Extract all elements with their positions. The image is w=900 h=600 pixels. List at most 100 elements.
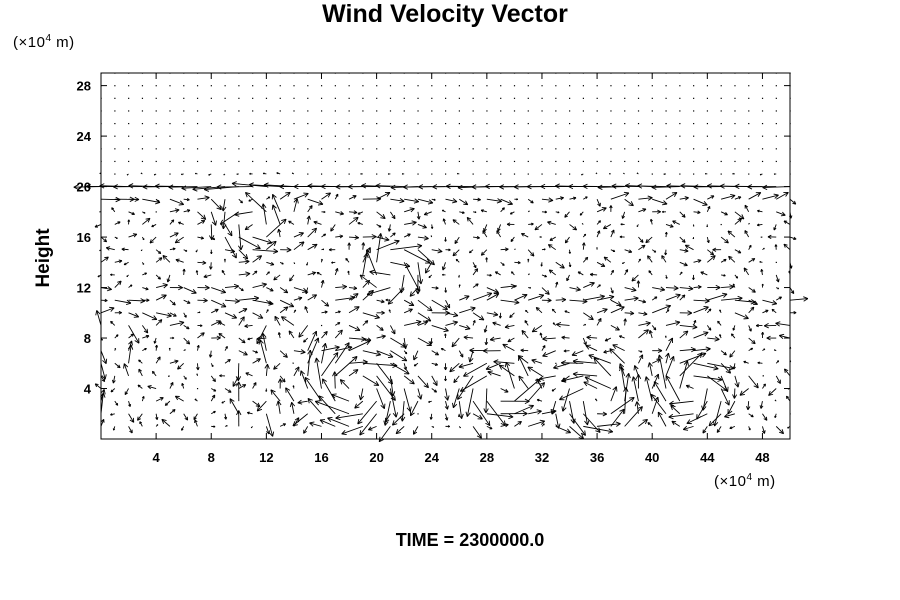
wind-vector xyxy=(368,425,377,431)
wind-vector xyxy=(320,160,323,163)
y-axis-unit: (×104 m) xyxy=(13,33,75,51)
wind-vector xyxy=(208,173,212,176)
wind-vector xyxy=(376,350,394,358)
wind-vector xyxy=(468,249,474,254)
wind-vector xyxy=(789,262,793,269)
wind-vector xyxy=(279,423,287,427)
wind-vector xyxy=(748,97,750,99)
wind-vector xyxy=(266,299,272,305)
wind-vector xyxy=(376,85,378,87)
wind-vector xyxy=(653,381,667,402)
wind-vector xyxy=(666,183,694,189)
wind-vector xyxy=(668,413,694,420)
wind-vector xyxy=(210,72,212,74)
wind-vector xyxy=(357,211,364,215)
wind-vector xyxy=(417,122,419,125)
wind-vector xyxy=(169,409,176,415)
wind-vector xyxy=(693,319,697,326)
wind-vector xyxy=(620,223,625,226)
wind-vector xyxy=(252,255,263,263)
wind-vector xyxy=(224,236,237,259)
wind-vector xyxy=(734,249,742,254)
wind-vector xyxy=(789,122,791,125)
wind-vector xyxy=(404,220,417,226)
wind-vector xyxy=(128,401,132,407)
wind-vector xyxy=(744,230,750,238)
wind-vector xyxy=(518,375,529,389)
wind-vector xyxy=(789,360,792,364)
wind-vector xyxy=(542,336,556,342)
wind-vector xyxy=(248,198,253,202)
wind-vector xyxy=(445,248,451,252)
wind-vector xyxy=(638,311,648,316)
wind-vector xyxy=(638,244,646,251)
wind-vector xyxy=(431,299,448,310)
wind-vector xyxy=(431,350,440,356)
wind-vector xyxy=(211,287,227,294)
wind-vector xyxy=(321,331,328,339)
wind-vector xyxy=(142,347,147,352)
wind-vector xyxy=(748,192,762,200)
wind-vector xyxy=(568,249,572,254)
wind-vector xyxy=(100,160,102,163)
wind-vector xyxy=(357,221,363,225)
wind-vector xyxy=(789,135,791,137)
wind-vector xyxy=(541,248,546,251)
wind-vector xyxy=(221,400,226,404)
wind-vector xyxy=(320,97,323,99)
wind-vector xyxy=(197,220,206,225)
wind-vector xyxy=(569,426,585,440)
wind-vector xyxy=(634,401,641,414)
wind-vector xyxy=(569,173,571,175)
wind-vector xyxy=(596,148,598,150)
wind-vector xyxy=(527,97,529,99)
wind-vector xyxy=(779,333,791,340)
wind-vector xyxy=(334,110,336,112)
wind-vector xyxy=(707,362,735,371)
wind-vector xyxy=(265,413,275,437)
wind-vector xyxy=(473,235,480,240)
wind-vector xyxy=(569,196,577,201)
wind-vector xyxy=(141,122,144,125)
wind-vector xyxy=(141,262,145,265)
wind-vector xyxy=(128,160,130,163)
wind-vector xyxy=(149,236,157,244)
wind-vector xyxy=(252,282,267,288)
wind-vector xyxy=(314,357,322,389)
wind-vector xyxy=(679,346,696,353)
wind-vector xyxy=(732,283,736,288)
wind-vector xyxy=(229,398,240,414)
wind-vector xyxy=(320,173,323,175)
wind-vector xyxy=(789,198,797,205)
wind-vector xyxy=(789,97,791,99)
wind-vector xyxy=(452,388,460,409)
wind-vector xyxy=(273,274,281,281)
wind-vector xyxy=(238,72,240,74)
wind-vector xyxy=(175,258,184,263)
wind-vector xyxy=(638,329,649,339)
wind-vector xyxy=(706,135,709,137)
wind-vector xyxy=(224,110,226,112)
wind-vector xyxy=(458,160,460,163)
wind-vector xyxy=(376,173,378,175)
wind-vector xyxy=(621,261,625,265)
wind-vector xyxy=(559,388,584,401)
wind-vector xyxy=(390,211,396,220)
wind-vector xyxy=(555,173,557,175)
wind-vector xyxy=(775,426,784,435)
wind-vector xyxy=(457,172,460,175)
wind-vector xyxy=(497,224,502,232)
wind-vector xyxy=(729,425,736,430)
wind-vector xyxy=(596,97,598,99)
wind-vector xyxy=(141,160,144,163)
wind-vector xyxy=(762,413,768,421)
wind-vector xyxy=(610,249,616,253)
wind-vector xyxy=(458,426,461,429)
wind-vector xyxy=(610,306,625,314)
wind-vector xyxy=(638,299,647,304)
wind-vector xyxy=(651,110,653,112)
wind-vector xyxy=(679,211,686,218)
wind-vector xyxy=(527,210,530,213)
wind-vector xyxy=(354,400,364,409)
wind-vector xyxy=(486,97,488,99)
